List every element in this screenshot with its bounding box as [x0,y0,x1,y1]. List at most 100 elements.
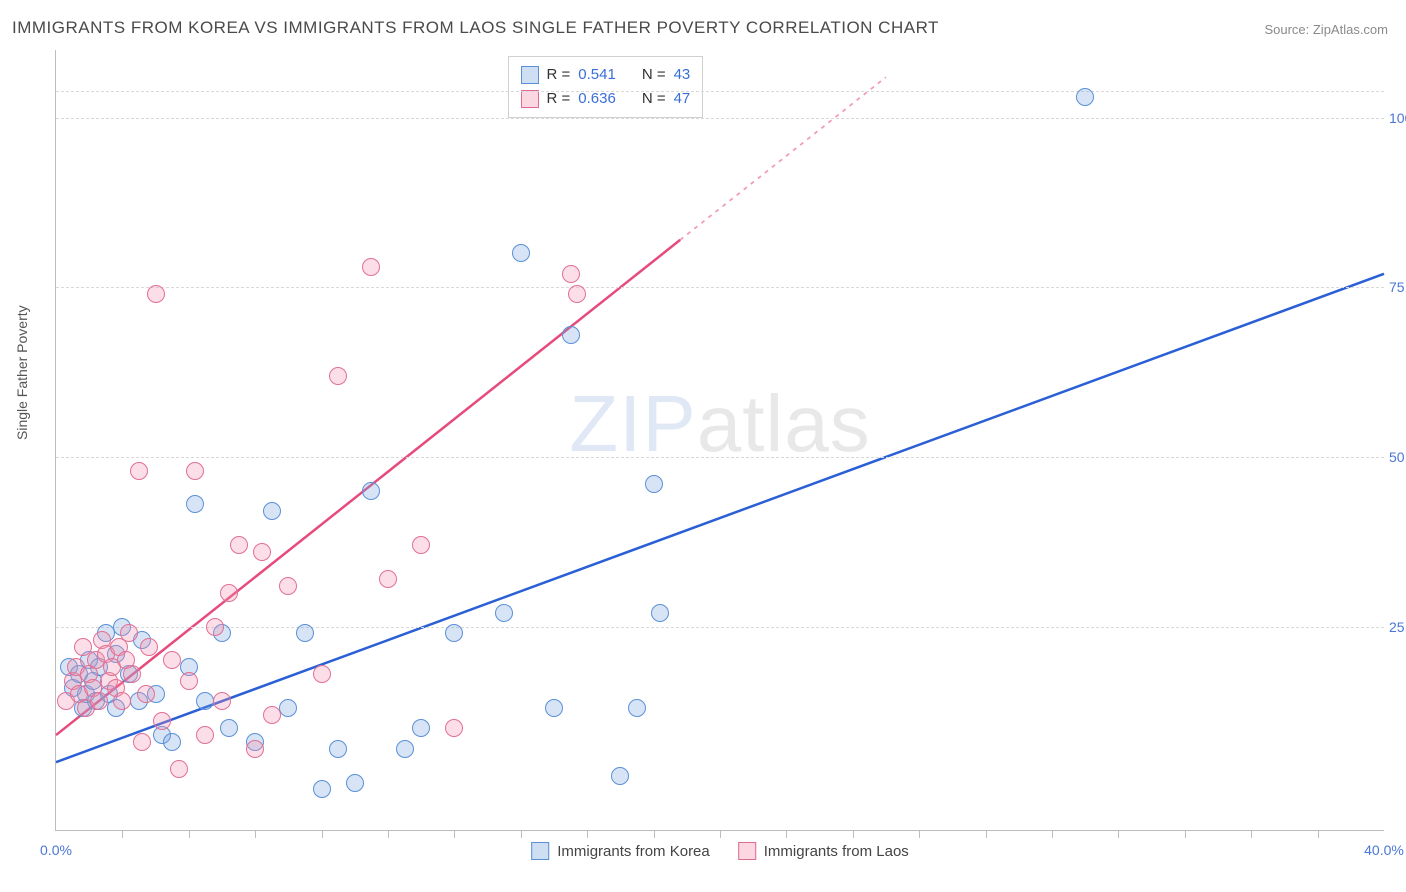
data-point [279,577,297,595]
data-point [568,285,586,303]
data-point [123,665,141,683]
x-tick [255,830,256,838]
trend-lines [56,50,1384,830]
x-tick [919,830,920,838]
data-point [562,265,580,283]
source-attribution: Source: ZipAtlas.com [1264,22,1388,37]
data-point [180,672,198,690]
x-tick [189,830,190,838]
x-tick [587,830,588,838]
x-tick [1251,830,1252,838]
data-point [651,604,669,622]
x-tick [1185,830,1186,838]
x-tick [786,830,787,838]
watermark-zip: ZIP [569,379,696,468]
data-point [137,685,155,703]
data-point [133,733,151,751]
data-point [329,740,347,758]
x-tick [853,830,854,838]
legend-item-korea: Immigrants from Korea [531,842,710,860]
n-value: 43 [674,63,691,87]
x-tick [122,830,123,838]
data-point [147,285,165,303]
data-point [1076,88,1094,106]
x-tick [654,830,655,838]
data-point [113,692,131,710]
data-point [170,760,188,778]
source-name: ZipAtlas.com [1313,22,1388,37]
data-point [213,692,231,710]
x-tick [720,830,721,838]
data-point [140,638,158,656]
y-axis-label: Single Father Poverty [14,305,30,440]
correlation-legend: R = 0.541N = 43R = 0.636N = 47 [508,56,704,118]
gridline-h [56,118,1384,119]
legend-stat-row: R = 0.541N = 43 [521,63,691,87]
data-point [196,726,214,744]
data-point [263,706,281,724]
x-tick [1052,830,1053,838]
legend-item-laos: Immigrants from Laos [738,842,909,860]
chart-title: IMMIGRANTS FROM KOREA VS IMMIGRANTS FROM… [12,18,939,38]
gridline-h [56,287,1384,288]
x-tick [1318,830,1319,838]
data-point [562,326,580,344]
data-point [120,624,138,642]
data-point [163,733,181,751]
x-tick [322,830,323,838]
data-point [412,536,430,554]
data-point [246,740,264,758]
data-point [263,502,281,520]
data-point [396,740,414,758]
data-point [512,244,530,262]
swatch-blue [521,66,539,84]
data-point [445,719,463,737]
data-point [186,495,204,513]
swatch-blue [531,842,549,860]
data-point [186,462,204,480]
y-tick-label: 100.0% [1389,110,1406,126]
data-point [645,475,663,493]
data-point [329,367,347,385]
x-tick [454,830,455,838]
swatch-pink [521,90,539,108]
data-point [296,624,314,642]
data-point [545,699,563,717]
data-point [313,665,331,683]
data-point [220,584,238,602]
x-tick [1118,830,1119,838]
x-tick-label: 0.0% [40,842,72,858]
data-point [130,462,148,480]
gridline-h [56,457,1384,458]
data-point [279,699,297,717]
r-label: R = [547,63,571,87]
gridline-h [56,627,1384,628]
chart-plot-area: ZIPatlas R = 0.541N = 43R = 0.636N = 47 … [55,50,1384,831]
y-tick-label: 25.0% [1389,619,1406,635]
data-point [495,604,513,622]
data-point [445,624,463,642]
data-point [90,692,108,710]
data-point [163,651,181,669]
data-point [611,767,629,785]
data-point [196,692,214,710]
data-point [230,536,248,554]
y-tick-label: 75.0% [1389,279,1406,295]
data-point [628,699,646,717]
data-point [362,482,380,500]
data-point [313,780,331,798]
source-label: Source: [1264,22,1312,37]
swatch-pink [738,842,756,860]
x-tick [986,830,987,838]
data-point [253,543,271,561]
data-point [206,618,224,636]
legend-label-laos: Immigrants from Laos [764,843,909,860]
data-point [220,719,238,737]
x-tick-label: 40.0% [1364,842,1404,858]
n-label: N = [642,63,666,87]
watermark-atlas: atlas [697,379,871,468]
legend-label-korea: Immigrants from Korea [557,843,710,860]
data-point [346,774,364,792]
series-legend: Immigrants from Korea Immigrants from La… [531,842,909,860]
y-tick-label: 50.0% [1389,449,1406,465]
